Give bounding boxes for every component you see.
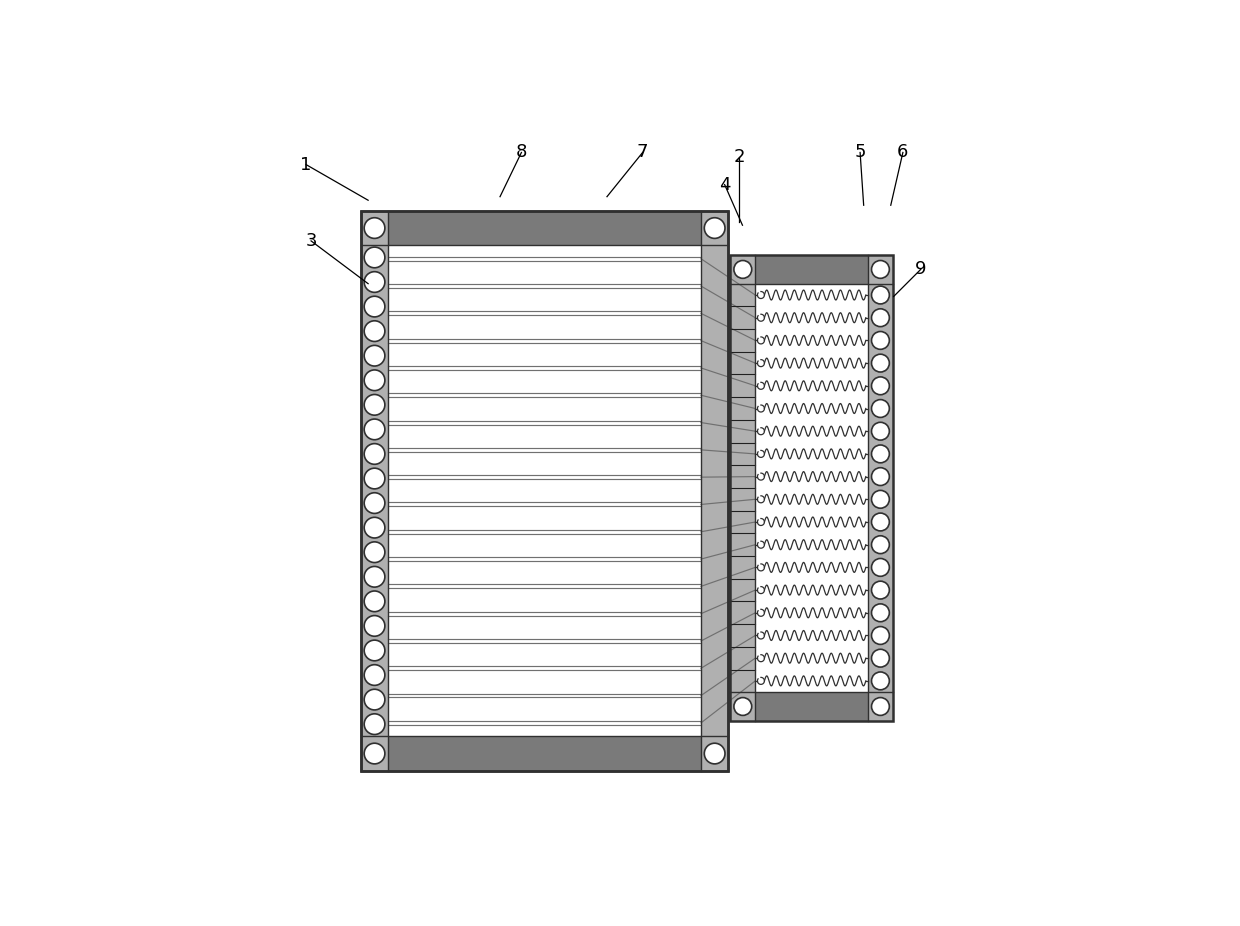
- Circle shape: [365, 394, 384, 415]
- Text: 6: 6: [898, 144, 909, 161]
- Circle shape: [704, 218, 725, 238]
- Circle shape: [365, 218, 384, 238]
- Circle shape: [365, 369, 384, 391]
- Circle shape: [365, 345, 384, 366]
- Circle shape: [872, 627, 889, 644]
- Bar: [730, 256, 893, 283]
- Text: 1: 1: [300, 156, 311, 173]
- Circle shape: [365, 744, 384, 764]
- Circle shape: [872, 536, 889, 554]
- Circle shape: [365, 665, 384, 685]
- Circle shape: [872, 697, 889, 716]
- Circle shape: [872, 260, 889, 279]
- Circle shape: [365, 493, 384, 513]
- Circle shape: [872, 355, 889, 372]
- Text: 2: 2: [733, 148, 745, 167]
- Circle shape: [872, 649, 889, 667]
- Circle shape: [365, 640, 384, 661]
- Circle shape: [872, 582, 889, 599]
- Circle shape: [365, 616, 384, 636]
- Text: 9: 9: [915, 260, 926, 279]
- Circle shape: [872, 422, 889, 440]
- Text: 8: 8: [516, 144, 527, 161]
- Bar: [868, 256, 893, 720]
- Circle shape: [365, 591, 384, 612]
- Circle shape: [365, 469, 384, 489]
- Text: 5: 5: [854, 144, 866, 161]
- Circle shape: [365, 518, 384, 538]
- Circle shape: [872, 491, 889, 508]
- Circle shape: [365, 689, 384, 710]
- Circle shape: [365, 419, 384, 440]
- Bar: [361, 211, 728, 770]
- Circle shape: [872, 468, 889, 485]
- Text: 3: 3: [305, 232, 317, 250]
- Bar: [730, 256, 893, 720]
- Circle shape: [872, 604, 889, 621]
- Text: 4: 4: [719, 176, 730, 194]
- Bar: [361, 736, 728, 770]
- Circle shape: [872, 445, 889, 463]
- Circle shape: [872, 377, 889, 394]
- Circle shape: [734, 697, 751, 716]
- Bar: [730, 693, 893, 720]
- Circle shape: [872, 308, 889, 327]
- Circle shape: [365, 714, 384, 734]
- Circle shape: [734, 260, 751, 279]
- Circle shape: [704, 744, 725, 764]
- Circle shape: [365, 542, 384, 563]
- Circle shape: [365, 567, 384, 587]
- Circle shape: [365, 320, 384, 342]
- Bar: [361, 211, 728, 245]
- Circle shape: [872, 672, 889, 690]
- Bar: [388, 245, 701, 736]
- Circle shape: [872, 513, 889, 531]
- Bar: [701, 211, 728, 770]
- Circle shape: [872, 558, 889, 576]
- Bar: [361, 211, 728, 770]
- Circle shape: [365, 271, 384, 293]
- Bar: [755, 283, 868, 693]
- Circle shape: [872, 400, 889, 418]
- Text: 7: 7: [637, 144, 649, 161]
- Circle shape: [365, 296, 384, 317]
- Circle shape: [872, 286, 889, 304]
- Bar: [361, 211, 388, 770]
- Circle shape: [365, 444, 384, 464]
- Bar: [730, 256, 755, 720]
- Circle shape: [872, 332, 889, 349]
- Circle shape: [365, 247, 384, 268]
